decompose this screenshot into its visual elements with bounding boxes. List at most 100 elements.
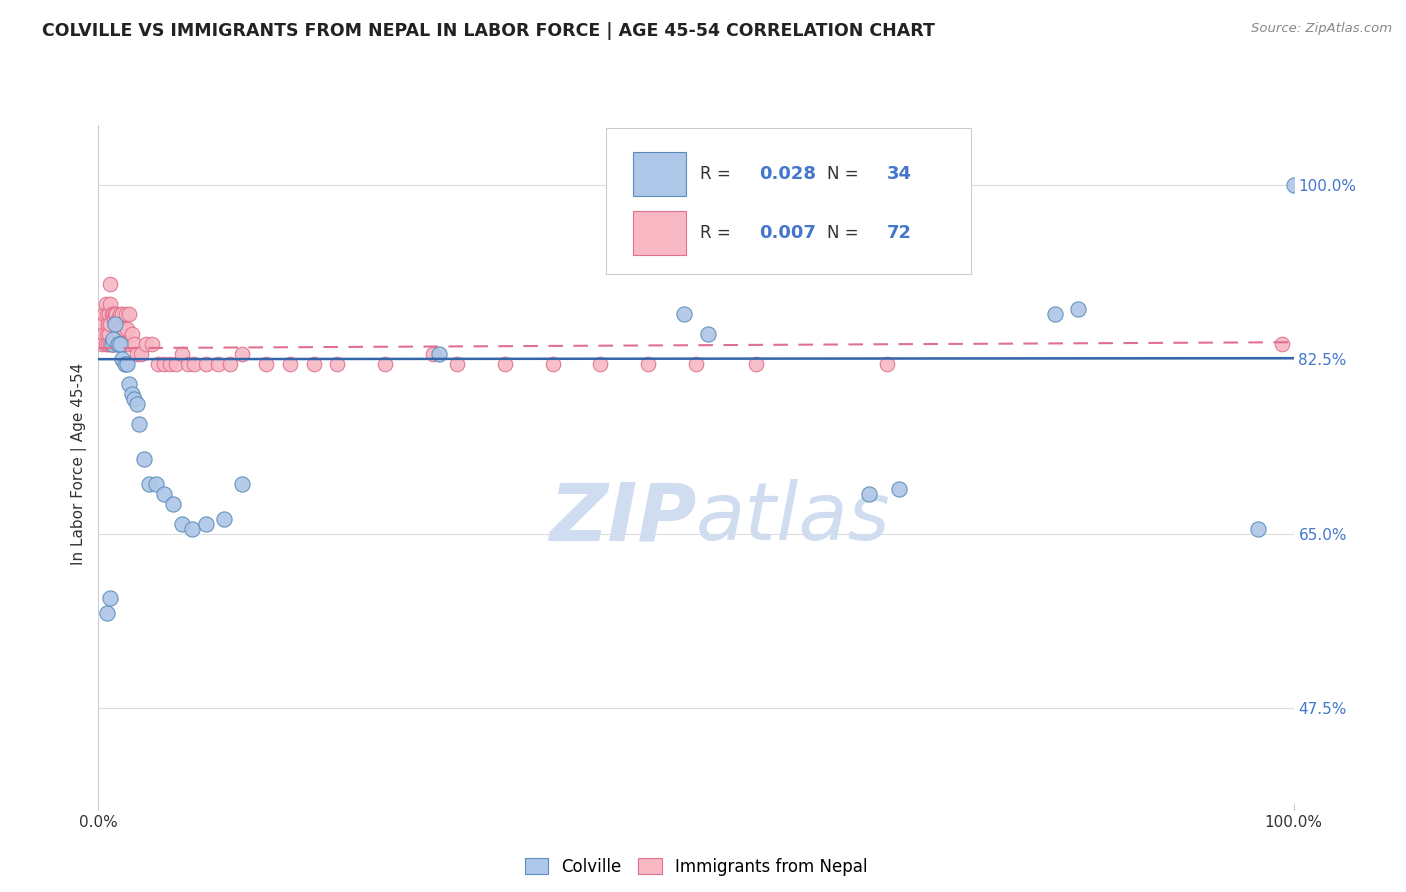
Point — [111, 337, 134, 351]
Point — [212, 511, 235, 525]
Point — [101, 332, 124, 346]
Point — [183, 357, 205, 371]
Point — [100, 337, 122, 351]
Point — [673, 307, 696, 321]
Point — [100, 307, 122, 321]
Point — [108, 307, 131, 321]
Point — [858, 487, 880, 501]
Point — [100, 337, 122, 351]
Point — [138, 476, 160, 491]
Point — [107, 327, 129, 342]
Point — [219, 357, 242, 371]
Legend: Colville, Immigrants from Nepal: Colville, Immigrants from Nepal — [517, 851, 875, 882]
Text: COLVILLE VS IMMIGRANTS FROM NEPAL IN LABOR FORCE | AGE 45-54 CORRELATION CHART: COLVILLE VS IMMIGRANTS FROM NEPAL IN LAB… — [42, 22, 935, 40]
Point — [124, 392, 146, 406]
Point — [302, 357, 325, 371]
Point — [141, 337, 163, 351]
Point — [118, 377, 141, 392]
Point — [94, 337, 117, 351]
Point — [98, 318, 122, 332]
Point — [101, 337, 124, 351]
Point — [96, 607, 118, 621]
Text: atlas: atlas — [696, 479, 891, 558]
Point — [685, 357, 707, 371]
Point — [98, 277, 122, 292]
Point — [96, 327, 118, 342]
Point — [103, 337, 125, 351]
Point — [91, 337, 114, 351]
Point — [108, 337, 131, 351]
Point — [1246, 522, 1268, 536]
Point — [148, 357, 170, 371]
Point — [115, 322, 138, 336]
Point — [165, 357, 187, 371]
Point — [91, 318, 114, 332]
Point — [115, 357, 138, 371]
Point — [131, 347, 153, 361]
Point — [172, 516, 194, 531]
Point — [207, 357, 229, 371]
Point — [98, 591, 122, 606]
Point — [93, 327, 115, 342]
Point — [98, 307, 121, 321]
Point — [98, 297, 122, 311]
Text: 34: 34 — [887, 165, 912, 183]
Point — [110, 322, 132, 336]
Point — [697, 327, 720, 342]
Point — [1067, 302, 1090, 317]
Point — [422, 347, 444, 361]
Point — [159, 357, 181, 371]
Point — [889, 482, 911, 496]
Point — [107, 312, 129, 326]
Point — [194, 357, 218, 371]
Point — [278, 357, 301, 371]
Point — [121, 327, 143, 342]
Text: 72: 72 — [887, 225, 912, 243]
Point — [114, 357, 136, 371]
Y-axis label: In Labor Force | Age 45-54: In Labor Force | Age 45-54 — [72, 363, 87, 565]
Point — [541, 357, 564, 371]
Point — [98, 337, 122, 351]
Point — [589, 357, 612, 371]
Point — [162, 497, 184, 511]
Point — [494, 357, 516, 371]
Point — [98, 327, 121, 342]
Point — [1282, 178, 1305, 192]
Point — [107, 337, 129, 351]
Point — [103, 312, 125, 326]
Point — [446, 357, 468, 371]
Point — [105, 332, 128, 346]
Point — [132, 451, 155, 466]
Point — [97, 318, 120, 332]
Text: N =: N = — [827, 225, 865, 243]
Point — [374, 357, 396, 371]
Text: R =: R = — [700, 165, 735, 183]
Point — [231, 476, 253, 491]
Point — [93, 307, 115, 321]
Point — [124, 337, 146, 351]
Point — [94, 297, 117, 311]
Text: 0.007: 0.007 — [759, 225, 817, 243]
Point — [180, 522, 202, 536]
Point — [104, 318, 127, 332]
Point — [108, 337, 131, 351]
Point — [254, 357, 277, 371]
Point — [121, 387, 143, 401]
Point — [112, 322, 135, 336]
Point — [427, 347, 450, 361]
Point — [96, 307, 118, 321]
Point — [104, 337, 127, 351]
Text: 0.028: 0.028 — [759, 165, 817, 183]
Point — [117, 337, 139, 351]
Point — [194, 516, 218, 531]
Text: ZIP: ZIP — [548, 479, 696, 558]
Point — [118, 307, 141, 321]
Point — [115, 307, 138, 321]
Point — [135, 337, 157, 351]
Point — [111, 307, 134, 321]
Point — [745, 357, 768, 371]
Point — [101, 307, 124, 321]
Point — [1043, 307, 1066, 321]
Point — [876, 357, 898, 371]
Point — [114, 337, 136, 351]
